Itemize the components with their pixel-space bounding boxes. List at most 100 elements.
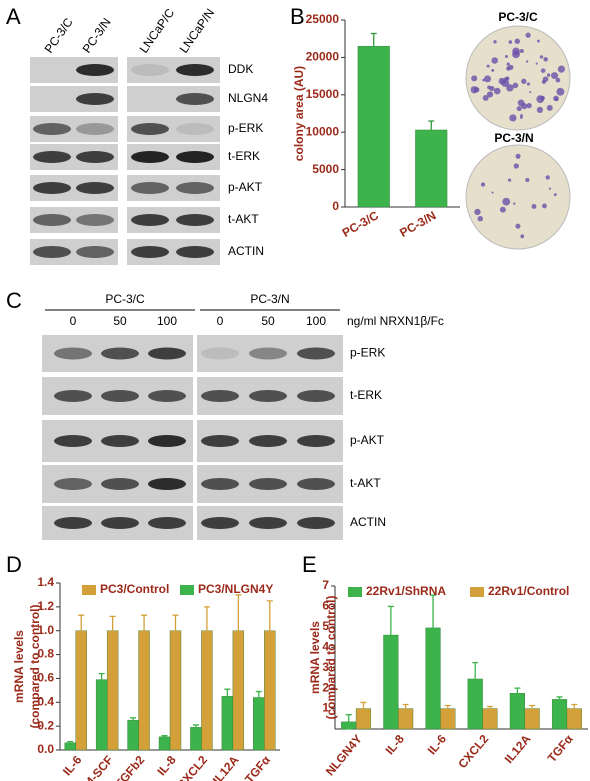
error-bar	[370, 32, 377, 47]
error-bar	[345, 714, 352, 730]
row-label: t-AKT	[228, 212, 259, 226]
colony	[504, 55, 508, 59]
blot-band	[33, 93, 71, 105]
image-label: PC-3/C	[498, 10, 538, 24]
error-bar	[428, 120, 435, 130]
row-label: t-ERK	[228, 149, 260, 163]
row-label: NLGN4	[228, 91, 268, 105]
column-label: LNCaP/N	[177, 6, 218, 56]
colony	[539, 55, 544, 59]
blot-band	[176, 246, 214, 258]
colony	[506, 62, 510, 66]
blot-band	[297, 478, 335, 490]
panel-letter: A	[6, 4, 21, 29]
bar	[190, 727, 202, 751]
panel-letter: C	[6, 288, 22, 313]
colony	[525, 32, 531, 38]
y-axis-label: (compared to control)	[324, 595, 338, 719]
y-tick-label: 5	[322, 619, 329, 633]
colony	[514, 38, 520, 44]
dose-label: 100	[157, 314, 177, 328]
y-tick-label: 0.4	[37, 694, 54, 708]
bar	[95, 679, 108, 751]
plate-image	[465, 144, 571, 250]
colony	[526, 82, 530, 86]
bar	[138, 630, 150, 751]
error-bar	[387, 605, 394, 665]
blot-band	[33, 214, 71, 226]
blot-band	[33, 64, 71, 76]
error-bar	[571, 703, 578, 714]
blot-band	[297, 390, 335, 402]
blot-band	[54, 435, 92, 447]
blot-band	[297, 517, 335, 529]
error-bar	[556, 696, 563, 703]
colony	[506, 84, 514, 92]
blot-band	[33, 246, 71, 258]
colony	[486, 91, 494, 98]
colony	[546, 73, 551, 77]
blot-band	[76, 93, 114, 105]
blot-band	[176, 64, 214, 76]
blot-band	[176, 93, 214, 105]
dose-unit: ng/ml NRXN1β/Fc	[347, 314, 444, 328]
bar	[221, 696, 234, 751]
blot-band	[201, 478, 239, 490]
colony	[555, 77, 561, 83]
error-bar	[224, 688, 231, 705]
x-tick-label: IL-8	[383, 732, 408, 758]
legend-swatch	[470, 587, 484, 597]
colony	[519, 48, 524, 54]
blot-band	[101, 517, 139, 529]
x-tick-label: IL-6	[425, 732, 450, 758]
colony	[546, 104, 553, 111]
error-bar	[486, 705, 493, 712]
legend-swatch	[348, 587, 362, 597]
colony	[556, 87, 565, 96]
group-label: PC-3/N	[250, 292, 289, 306]
blot-band	[249, 347, 287, 360]
colony	[489, 85, 495, 92]
colony	[555, 97, 559, 101]
blot-band	[148, 478, 186, 490]
error-bar	[360, 701, 367, 716]
colony	[508, 40, 513, 44]
y-tick-label: 0.2	[37, 718, 54, 732]
colony	[474, 208, 481, 216]
colony	[520, 234, 525, 239]
bar	[169, 630, 182, 751]
plate-image	[465, 25, 571, 131]
colony	[557, 65, 565, 73]
colony	[535, 62, 538, 65]
colony	[482, 94, 489, 101]
y-tick-label: 15000	[306, 87, 340, 101]
error-bar	[192, 724, 199, 731]
y-tick-label: 7	[322, 578, 329, 592]
colony	[542, 203, 547, 209]
error-bar	[98, 673, 105, 687]
x-tick-label: TGFα	[242, 752, 273, 781]
dose-label: 0	[70, 314, 77, 328]
x-tick-label: TGFα	[545, 731, 576, 765]
blot-band	[33, 123, 71, 135]
colony	[499, 206, 506, 213]
colony	[526, 102, 532, 109]
colony	[491, 191, 494, 194]
image-label: PC-3/N	[494, 131, 533, 145]
legend-label: 22Rv1/ShRNA	[366, 584, 446, 598]
colony	[548, 187, 552, 190]
error-bar	[141, 614, 148, 647]
blot-band	[76, 151, 114, 163]
y-tick-label: 2	[322, 680, 329, 694]
bar	[415, 129, 448, 208]
x-tick-label: IL12A	[210, 753, 242, 781]
legend-swatch	[180, 585, 194, 595]
x-tick-label: TGFb2	[112, 753, 147, 781]
error-bar	[235, 594, 242, 668]
blot-band	[131, 182, 169, 194]
row-label: p-ERK	[350, 346, 385, 360]
y-tick-label: 1.4	[37, 575, 54, 589]
blot-band	[297, 347, 335, 360]
error-bar	[109, 615, 116, 646]
colony	[515, 223, 521, 229]
